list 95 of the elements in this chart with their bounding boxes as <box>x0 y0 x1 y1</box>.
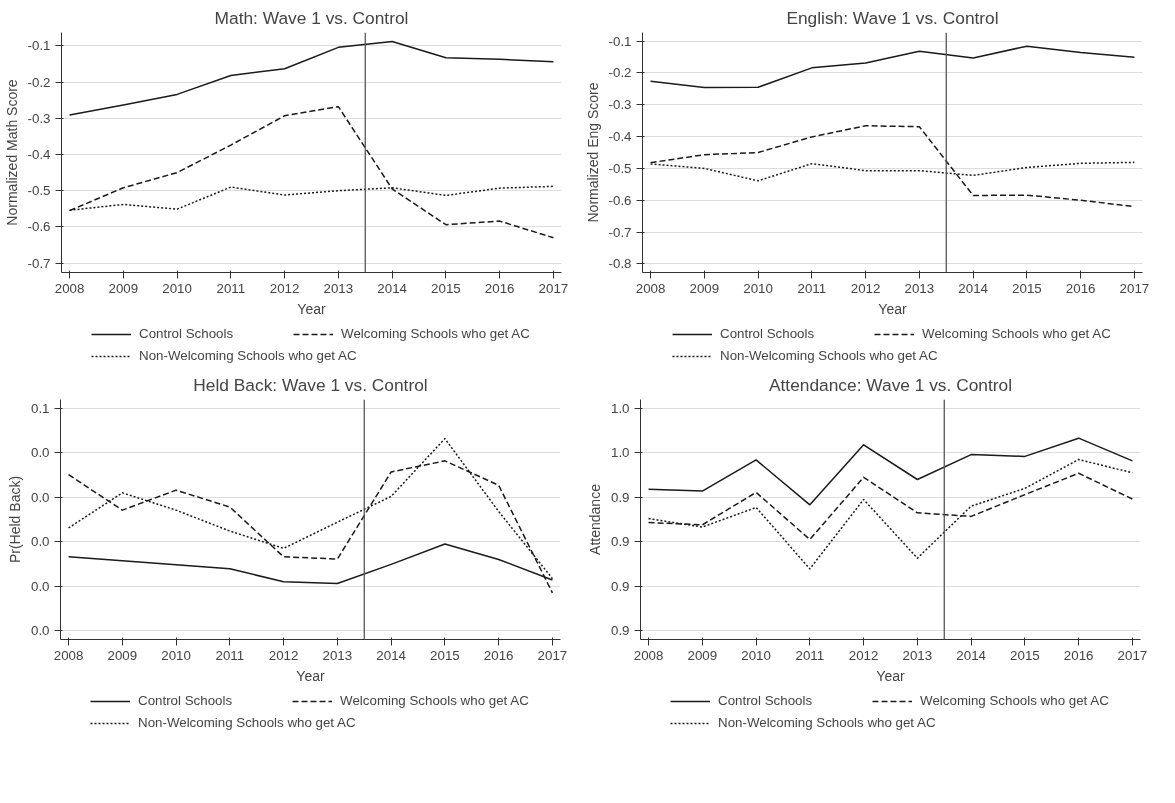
y-tick-label: 0.9 <box>610 623 630 639</box>
x-tick-label: 2013 <box>323 280 354 296</box>
x-tick-label: 2010 <box>161 647 191 663</box>
x-tick-label: 2012 <box>268 647 299 663</box>
x-tick-label: 2014 <box>958 280 989 296</box>
x-axis-title: Year <box>297 300 326 317</box>
y-tick-label: 0.0 <box>30 445 50 461</box>
x-tick-label: 2009 <box>107 647 138 663</box>
y-tick-label: 0.0 <box>30 578 50 594</box>
x-axis-title: Year <box>876 667 905 684</box>
x-tick-label: 2010 <box>741 647 771 663</box>
y-axis-title: Normalized Eng Score <box>584 82 601 223</box>
x-tick-label: 2012 <box>848 647 879 663</box>
y-tick-label: -0.3 <box>27 110 51 126</box>
y-tick-label: -0.6 <box>27 219 51 235</box>
x-tick-label: 2015 <box>430 647 460 663</box>
legend-label: Welcoming Schools who get AC <box>920 693 1109 708</box>
x-tick-label: 2011 <box>216 280 246 296</box>
x-tick-label: 2009 <box>108 280 139 296</box>
x-tick-label: 2010 <box>162 280 192 296</box>
y-tick-label: -0.1 <box>27 38 51 54</box>
x-tick-label: 2013 <box>902 647 933 663</box>
y-tick-label: 0.0 <box>30 623 50 639</box>
x-tick-label: 2011 <box>215 647 245 663</box>
x-tick-label: 2008 <box>635 280 666 296</box>
y-tick-label: -0.5 <box>608 160 632 176</box>
x-tick-label: 2008 <box>53 647 84 663</box>
y-tick-label: -0.4 <box>608 129 633 145</box>
x-axis-title: Year <box>878 300 907 317</box>
y-axis-title: Normalized Math Score <box>3 79 20 226</box>
x-tick-label: 2012 <box>850 280 881 296</box>
x-tick-label: 2016 <box>484 280 515 296</box>
y-tick-label: 0.0 <box>30 534 50 550</box>
y-tick-label: -0.1 <box>608 33 632 49</box>
x-tick-label: 2017 <box>537 647 568 663</box>
legend-label: Non-Welcoming Schools who get AC <box>139 348 357 363</box>
x-tick-label: 2015 <box>1012 280 1042 296</box>
legend-label: Non-Welcoming Schools who get AC <box>718 715 936 730</box>
y-tick-label: 1.0 <box>610 445 630 461</box>
x-tick-label: 2008 <box>633 647 664 663</box>
y-tick-label: -0.4 <box>27 146 52 162</box>
x-tick-label: 2009 <box>687 647 718 663</box>
legend-label: Control Schools <box>720 326 815 341</box>
x-tick-label: 2016 <box>1065 280 1096 296</box>
y-tick-label: 0.9 <box>610 578 630 594</box>
chart-title: Attendance: Wave 1 vs. Control <box>768 374 1013 395</box>
y-tick-label: 0.9 <box>610 489 630 505</box>
chart-title: Held Back: Wave 1 vs. Control <box>193 374 428 395</box>
y-tick-label: -0.3 <box>608 97 632 113</box>
x-axis-title: Year <box>296 667 325 684</box>
x-tick-label: 2017 <box>1117 647 1148 663</box>
x-tick-label: 2011 <box>797 280 827 296</box>
x-tick-label: 2017 <box>538 280 569 296</box>
y-axis-title: Pr(Held Back) <box>6 475 23 564</box>
chart-title: Math: Wave 1 vs. Control <box>214 7 409 28</box>
x-tick-label: 2013 <box>904 280 935 296</box>
y-tick-label: -0.6 <box>608 192 632 208</box>
x-tick-label: 2017 <box>1119 280 1150 296</box>
x-tick-label: 2013 <box>322 647 353 663</box>
x-tick-label: 2015 <box>431 280 461 296</box>
x-tick-label: 2011 <box>795 647 825 663</box>
y-tick-label: 0.9 <box>610 534 630 550</box>
line-series <box>68 40 555 116</box>
legend-label: Welcoming Schools who get AC <box>341 326 530 341</box>
x-tick-label: 2014 <box>956 647 987 663</box>
y-tick-label: 0.1 <box>30 400 50 416</box>
y-tick-label: -0.8 <box>608 256 632 272</box>
x-tick-label: 2009 <box>689 280 720 296</box>
line-series <box>649 45 1136 89</box>
y-tick-label: -0.5 <box>27 183 51 199</box>
x-tick-label: 2014 <box>377 280 408 296</box>
y-tick-label: -0.2 <box>27 74 51 90</box>
y-tick-label: 0.0 <box>30 489 50 505</box>
legend-label: Non-Welcoming Schools who get AC <box>138 715 356 730</box>
x-tick-label: 2008 <box>54 280 85 296</box>
legend-label: Control Schools <box>718 693 813 708</box>
x-tick-label: 2015 <box>1010 647 1040 663</box>
legend-label: Control Schools <box>139 326 234 341</box>
y-tick-label: -0.7 <box>608 224 632 240</box>
line-series <box>647 458 1134 570</box>
legend-label: Welcoming Schools who get AC <box>922 326 1111 341</box>
y-tick-label: -0.2 <box>608 65 632 81</box>
line-series <box>647 437 1134 506</box>
x-tick-label: 2016 <box>483 647 514 663</box>
y-axis-title: Attendance <box>586 483 603 555</box>
chart-title: English: Wave 1 vs. Control <box>786 7 999 28</box>
y-tick-label: 1.0 <box>610 400 630 416</box>
x-tick-label: 2016 <box>1063 647 1094 663</box>
legend-label: Non-Welcoming Schools who get AC <box>720 348 938 363</box>
x-tick-label: 2012 <box>269 280 300 296</box>
legend-label: Control Schools <box>138 693 233 708</box>
legend-label: Welcoming Schools who get AC <box>340 693 529 708</box>
y-tick-label: -0.7 <box>27 255 51 271</box>
x-tick-label: 2010 <box>743 280 773 296</box>
x-tick-label: 2014 <box>376 647 407 663</box>
